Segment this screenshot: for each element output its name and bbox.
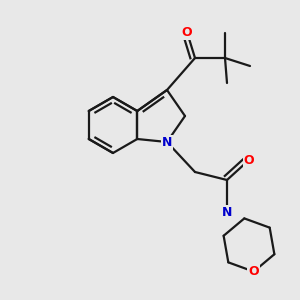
Text: N: N [162, 136, 172, 148]
Text: N: N [222, 206, 232, 218]
Text: O: O [248, 265, 259, 278]
Text: O: O [182, 26, 192, 38]
Text: O: O [244, 154, 254, 166]
